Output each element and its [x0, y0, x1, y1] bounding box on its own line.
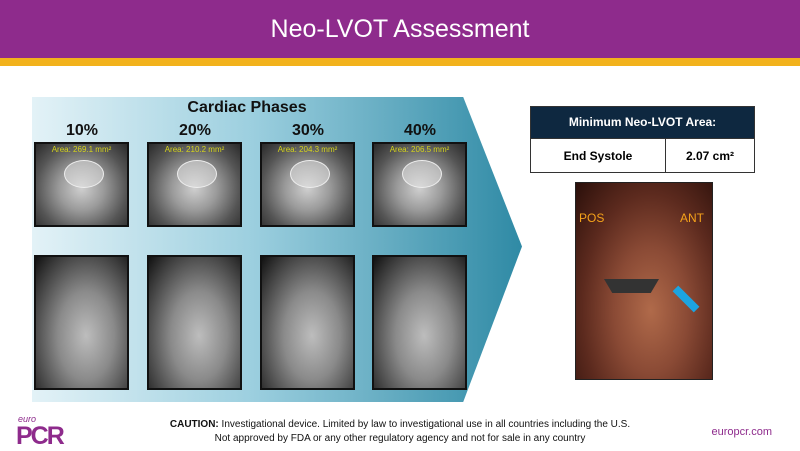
table-row: End Systole 2.07 cm²: [531, 138, 754, 172]
website-link[interactable]: europcr.com: [711, 426, 772, 438]
phase-label: 40%: [403, 122, 437, 139]
value-cell: 2.07 cm²: [666, 138, 754, 172]
accent-stripe: [0, 58, 800, 66]
caution-line2: Not approved by FDA or any other regulat…: [214, 433, 586, 444]
ct-short-axis-image: Area: 269.1 mm²: [34, 142, 129, 227]
phases-title: Cardiac Phases: [187, 99, 307, 116]
ct-long-axis-image: [372, 255, 467, 390]
slide-title: Neo-LVOT Assessment: [270, 14, 530, 43]
ct-short-axis-image: Area: 206.5 mm²: [372, 142, 467, 227]
area-label: Area: 206.5 mm²: [389, 145, 450, 154]
phase-label: 10%: [65, 122, 99, 139]
ant-label: ANT: [680, 211, 704, 225]
phase-label: 20%: [178, 122, 212, 139]
pos-label: POS: [579, 211, 605, 225]
ct-short-axis-image: Area: 204.3 mm²: [260, 142, 355, 227]
table-header: Minimum Neo-LVOT Area:: [531, 107, 754, 138]
blue-arrow-icon: [672, 285, 700, 313]
ct-long-axis-image: [260, 255, 355, 390]
logo-pcr: PCR: [16, 422, 65, 450]
phase-label: 30%: [291, 122, 325, 139]
logo-euro: euro: [18, 414, 37, 424]
ct-3d-image: POS ANT: [575, 182, 713, 380]
ct-short-axis-image: Area: 210.2 mm²: [147, 142, 242, 227]
valve-shape: [604, 279, 659, 293]
ct-long-axis-image: [34, 255, 129, 390]
area-label: Area: 269.1 mm²: [51, 145, 112, 154]
phase-cell: End Systole: [531, 138, 666, 172]
area-label: Area: 204.3 mm²: [277, 145, 338, 154]
slide-header: Neo-LVOT Assessment: [0, 0, 800, 58]
area-label: Area: 210.2 mm²: [164, 145, 225, 154]
caution-line1: Investigational device. Limited by law t…: [218, 419, 631, 430]
caution-label: CAUTION:: [169, 419, 219, 430]
ct-long-axis-image: [147, 255, 242, 390]
caution-text: CAUTION: Investigational device. Limited…: [140, 418, 660, 446]
min-area-table: Minimum Neo-LVOT Area: End Systole 2.07 …: [530, 106, 755, 173]
